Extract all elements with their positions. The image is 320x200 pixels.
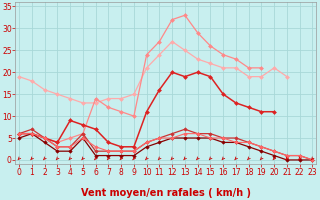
X-axis label: Vent moyen/en rafales ( km/h ): Vent moyen/en rafales ( km/h ) [81, 188, 251, 198]
